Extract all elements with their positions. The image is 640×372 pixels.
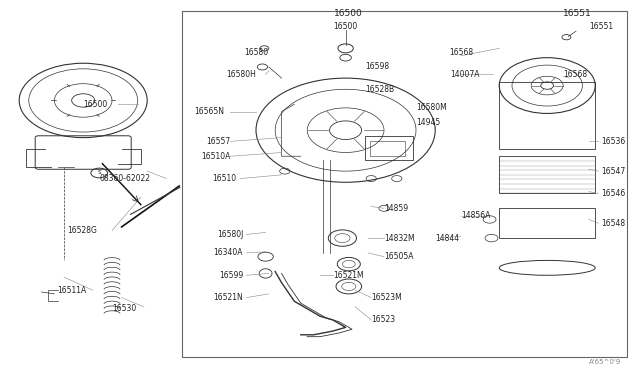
Text: 16521M: 16521M: [333, 271, 364, 280]
Bar: [499, 82, 595, 149]
Text: 14856A: 14856A: [461, 211, 490, 220]
Text: 16521N: 16521N: [214, 293, 243, 302]
Bar: [370, 141, 405, 156]
Text: 16565N: 16565N: [194, 107, 224, 116]
Text: 08360-62022: 08360-62022: [99, 174, 150, 183]
Bar: [365, 136, 413, 160]
Text: 16547: 16547: [602, 167, 626, 176]
Text: 14832M: 14832M: [384, 234, 415, 243]
Text: 14007A: 14007A: [451, 70, 480, 79]
Bar: [499, 208, 595, 238]
Text: 16551: 16551: [589, 22, 613, 31]
Text: 16528B: 16528B: [365, 85, 394, 94]
Text: 16528G: 16528G: [67, 226, 97, 235]
Text: 16551: 16551: [563, 9, 592, 18]
Text: 16500: 16500: [333, 22, 358, 31]
Text: 16548: 16548: [602, 219, 626, 228]
Text: 16510A: 16510A: [201, 152, 230, 161]
Text: 16500: 16500: [335, 9, 363, 18]
Text: 16546: 16546: [602, 189, 626, 198]
Text: 16340A: 16340A: [214, 248, 243, 257]
Text: 14945: 14945: [416, 118, 440, 127]
Text: 16568: 16568: [563, 70, 588, 79]
Text: 14844: 14844: [435, 234, 460, 243]
Text: 16568: 16568: [449, 48, 474, 57]
Text: 16598: 16598: [365, 62, 389, 71]
Bar: [182, 11, 627, 357]
Text: 16505A: 16505A: [384, 252, 413, 261]
Text: 16530: 16530: [112, 304, 136, 313]
Text: 16580J: 16580J: [217, 230, 243, 239]
Text: 16557: 16557: [206, 137, 230, 146]
Text: 16580: 16580: [244, 48, 269, 57]
Text: 16536: 16536: [602, 137, 626, 146]
Text: 16510: 16510: [212, 174, 237, 183]
Text: 16580H: 16580H: [226, 70, 256, 79]
Text: 16599: 16599: [219, 271, 243, 280]
Text: A'65^0'9: A'65^0'9: [589, 359, 621, 365]
Bar: [499, 156, 595, 193]
Text: 16523M: 16523M: [371, 293, 402, 302]
Text: 16523: 16523: [371, 315, 396, 324]
Text: 16580M: 16580M: [416, 103, 447, 112]
Text: 16500: 16500: [83, 100, 108, 109]
Text: 14859: 14859: [384, 204, 408, 213]
Text: 16511A: 16511A: [58, 286, 87, 295]
Text: S: S: [97, 170, 101, 176]
